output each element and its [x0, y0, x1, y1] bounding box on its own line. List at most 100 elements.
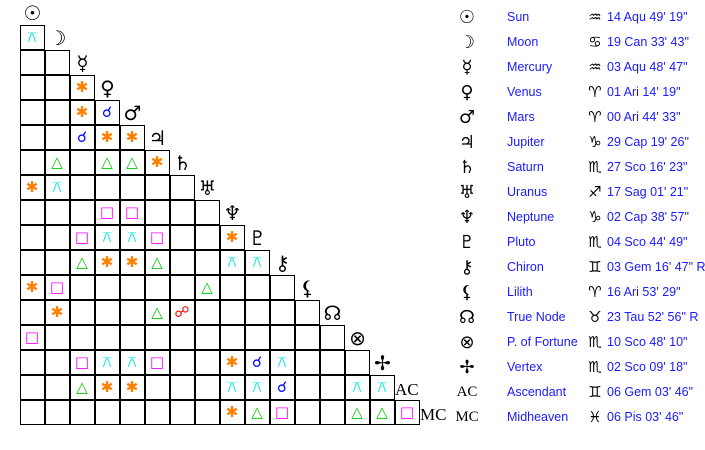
aspect-cell-ascendant-jupiter[interactable]: [144, 374, 170, 400]
aspect-cell-ascendant-sun[interactable]: [19, 374, 45, 400]
aspect-cell-neptune-uranus[interactable]: [194, 199, 220, 225]
position-row-ascendant[interactable]: AC Ascendant ♊ 06 Gem 03' 46": [455, 380, 705, 405]
aspect-cell-pluto-moon[interactable]: [44, 224, 70, 250]
aspect-cell-neptune-venus[interactable]: □: [94, 199, 120, 225]
aspect-cell-ascendant-vertex[interactable]: ⚻: [369, 374, 395, 400]
aspect-cell-p-of-fortune-mercury[interactable]: [69, 324, 95, 350]
aspect-cell-true-node-lilith[interactable]: [294, 299, 320, 325]
aspect-cell-true-node-chiron[interactable]: [269, 299, 295, 325]
aspect-cell-lilith-venus[interactable]: [94, 274, 120, 300]
aspect-cell-neptune-moon[interactable]: [44, 199, 70, 225]
aspect-cell-saturn-mercury[interactable]: [69, 149, 95, 175]
aspect-cell-p-of-fortune-neptune[interactable]: [219, 324, 245, 350]
aspect-cell-jupiter-mars[interactable]: ✱: [119, 124, 145, 150]
aspect-cell-p-of-fortune-venus[interactable]: [94, 324, 120, 350]
position-row-mars[interactable]: ♂ Mars ♈ 00 Ari 44' 33": [455, 105, 705, 130]
aspect-cell-venus-moon[interactable]: [44, 74, 70, 100]
aspect-cell-lilith-mercury[interactable]: [69, 274, 95, 300]
aspect-cell-saturn-mars[interactable]: △: [119, 149, 145, 175]
aspect-cell-midheaven-true-node[interactable]: [319, 399, 345, 425]
aspect-cell-true-node-jupiter[interactable]: △: [144, 299, 170, 325]
aspect-cell-true-node-saturn[interactable]: ☍: [169, 299, 195, 325]
aspect-cell-p-of-fortune-lilith[interactable]: [294, 324, 320, 350]
aspect-cell-p-of-fortune-pluto[interactable]: [244, 324, 270, 350]
aspect-cell-uranus-venus[interactable]: [94, 174, 120, 200]
aspect-cell-pluto-mars[interactable]: ⚻: [119, 224, 145, 250]
aspect-cell-pluto-saturn[interactable]: [169, 224, 195, 250]
aspect-cell-lilith-saturn[interactable]: [169, 274, 195, 300]
position-row-venus[interactable]: ♀ Venus ♈ 01 Ari 14' 19": [455, 80, 705, 105]
aspect-cell-pluto-uranus[interactable]: [194, 224, 220, 250]
aspect-cell-ascendant-true-node[interactable]: [319, 374, 345, 400]
aspect-cell-lilith-moon[interactable]: □: [44, 274, 70, 300]
aspect-cell-true-node-mars[interactable]: [119, 299, 145, 325]
aspect-cell-midheaven-saturn[interactable]: [169, 399, 195, 425]
aspect-cell-midheaven-venus[interactable]: [94, 399, 120, 425]
aspect-cell-chiron-mercury[interactable]: △: [69, 249, 95, 275]
aspect-cell-lilith-neptune[interactable]: [219, 274, 245, 300]
aspect-cell-mars-sun[interactable]: [19, 99, 45, 125]
aspect-cell-chiron-pluto[interactable]: ⚻: [244, 249, 270, 275]
aspect-cell-true-node-moon[interactable]: ✱: [44, 299, 70, 325]
aspect-cell-p-of-fortune-chiron[interactable]: [269, 324, 295, 350]
aspect-cell-ascendant-moon[interactable]: [44, 374, 70, 400]
aspect-cell-midheaven-lilith[interactable]: [294, 399, 320, 425]
aspect-cell-vertex-true-node[interactable]: [319, 349, 345, 375]
aspect-cell-vertex-venus[interactable]: ⚻: [94, 349, 120, 375]
aspect-cell-midheaven-pluto[interactable]: △: [244, 399, 270, 425]
aspect-cell-uranus-moon[interactable]: ⚻: [44, 174, 70, 200]
aspect-cell-ascendant-p-of-fortune[interactable]: ⚻: [344, 374, 370, 400]
aspect-cell-mars-mercury[interactable]: ✱: [69, 99, 95, 125]
aspect-cell-lilith-pluto[interactable]: [244, 274, 270, 300]
aspect-cell-neptune-mercury[interactable]: [69, 199, 95, 225]
aspect-cell-pluto-sun[interactable]: [19, 224, 45, 250]
aspect-cell-venus-sun[interactable]: [19, 74, 45, 100]
aspect-cell-true-node-mercury[interactable]: [69, 299, 95, 325]
aspect-cell-true-node-pluto[interactable]: [244, 299, 270, 325]
aspect-cell-p-of-fortune-moon[interactable]: [44, 324, 70, 350]
aspect-cell-midheaven-mars[interactable]: [119, 399, 145, 425]
aspect-cell-vertex-uranus[interactable]: [194, 349, 220, 375]
aspect-cell-midheaven-vertex[interactable]: △: [369, 399, 395, 425]
aspect-cell-vertex-lilith[interactable]: [294, 349, 320, 375]
aspect-cell-midheaven-p-of-fortune[interactable]: △: [344, 399, 370, 425]
position-row-jupiter[interactable]: ♃ Jupiter ♑ 29 Cap 19' 26": [455, 130, 705, 155]
aspect-cell-midheaven-chiron[interactable]: □: [269, 399, 295, 425]
aspect-cell-ascendant-pluto[interactable]: ⚻: [244, 374, 270, 400]
aspect-cell-true-node-neptune[interactable]: [219, 299, 245, 325]
aspect-cell-mars-venus[interactable]: ☌: [94, 99, 120, 125]
aspect-cell-neptune-mars[interactable]: □: [119, 199, 145, 225]
aspect-cell-chiron-mars[interactable]: ✱: [119, 249, 145, 275]
aspect-cell-jupiter-moon[interactable]: [44, 124, 70, 150]
aspect-cell-true-node-venus[interactable]: [94, 299, 120, 325]
aspect-cell-vertex-chiron[interactable]: ⚻: [269, 349, 295, 375]
aspect-cell-chiron-jupiter[interactable]: △: [144, 249, 170, 275]
aspect-cell-uranus-mars[interactable]: [119, 174, 145, 200]
aspect-cell-vertex-p-of-fortune[interactable]: [344, 349, 370, 375]
aspect-cell-venus-mercury[interactable]: ✱: [69, 74, 95, 100]
position-row-midheaven[interactable]: MC Midheaven ♓ 06 Pis 03' 46": [455, 405, 705, 430]
aspect-cell-jupiter-venus[interactable]: ✱: [94, 124, 120, 150]
aspect-cell-midheaven-moon[interactable]: [44, 399, 70, 425]
aspect-cell-vertex-moon[interactable]: [44, 349, 70, 375]
aspect-cell-neptune-jupiter[interactable]: [144, 199, 170, 225]
aspect-cell-saturn-venus[interactable]: △: [94, 149, 120, 175]
aspect-cell-midheaven-uranus[interactable]: [194, 399, 220, 425]
aspect-cell-midheaven-jupiter[interactable]: [144, 399, 170, 425]
aspect-cell-vertex-jupiter[interactable]: □: [144, 349, 170, 375]
aspect-cell-lilith-jupiter[interactable]: [144, 274, 170, 300]
aspect-cell-lilith-chiron[interactable]: [269, 274, 295, 300]
aspect-cell-ascendant-saturn[interactable]: [169, 374, 195, 400]
aspect-cell-saturn-jupiter[interactable]: ✱: [144, 149, 170, 175]
aspect-cell-vertex-neptune[interactable]: ✱: [219, 349, 245, 375]
aspect-cell-lilith-sun[interactable]: ✱: [19, 274, 45, 300]
aspect-cell-ascendant-neptune[interactable]: ⚻: [219, 374, 245, 400]
aspect-cell-mercury-moon[interactable]: [44, 49, 70, 75]
aspect-cell-lilith-uranus[interactable]: △: [194, 274, 220, 300]
aspect-cell-uranus-jupiter[interactable]: [144, 174, 170, 200]
aspect-cell-midheaven-neptune[interactable]: ✱: [219, 399, 245, 425]
position-row-sun[interactable]: ☉ Sun ♒ 14 Aqu 49' 19": [455, 5, 705, 30]
aspect-cell-uranus-saturn[interactable]: [169, 174, 195, 200]
aspect-cell-true-node-sun[interactable]: [19, 299, 45, 325]
aspect-cell-vertex-mercury[interactable]: □: [69, 349, 95, 375]
